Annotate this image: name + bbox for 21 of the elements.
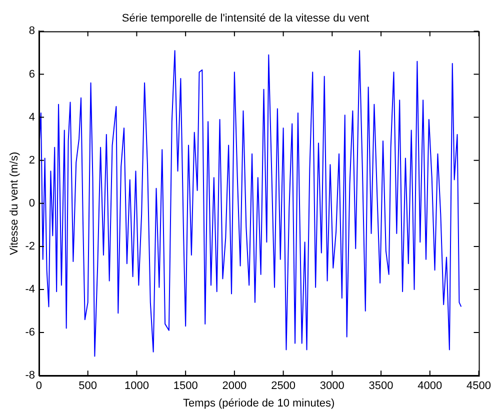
x-tick-label: 1500 <box>173 380 198 392</box>
y-tick-label: 2 <box>28 154 35 166</box>
chart-title: Série temporelle de l'intensité de la vitesse du vent <box>122 12 370 25</box>
x-tick-label: 4000 <box>418 380 442 392</box>
y-tick-label: -8 <box>25 370 35 382</box>
x-axis-title: Temps (période de 10 minutes) <box>183 397 335 410</box>
y-axis-title: Vitesse du vent (m/s) <box>8 152 21 255</box>
y-tick-label: 0 <box>28 197 35 210</box>
x-tick-label: 4500 <box>466 380 492 392</box>
x-tick-label: 2000 <box>222 380 247 392</box>
x-tick-label: 500 <box>78 380 98 392</box>
x-tick-label: 3000 <box>320 380 344 392</box>
x-tick-label: 2500 <box>271 380 296 392</box>
y-tick-label: 8 <box>28 25 35 38</box>
x-tick-label: 1000 <box>124 380 149 392</box>
y-tick-label: 4 <box>28 111 35 124</box>
y-tick-label: 6 <box>28 68 35 80</box>
y-tick-label: -6 <box>25 326 35 339</box>
y-tick-label: -2 <box>25 240 35 252</box>
y-tick-label: -4 <box>25 284 35 296</box>
x-tick-label: 3500 <box>368 380 394 392</box>
